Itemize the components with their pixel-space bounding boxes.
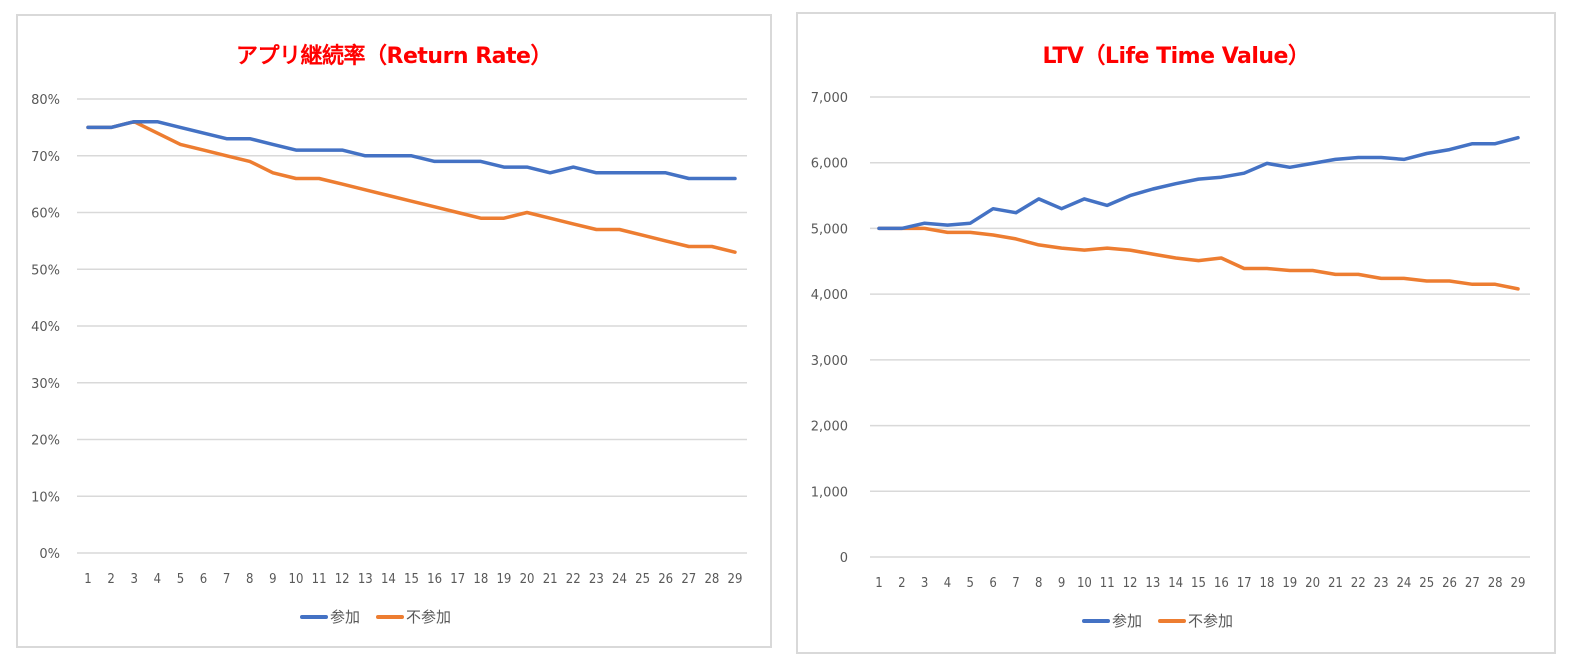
chart-plot-return-rate: 0%10%20%30%40%50%60%70%80%1 2 3 4 5 6 7 8 9 10 11 1…	[31, 93, 747, 587]
x-tick-label: 2	[898, 576, 905, 591]
chart-panel-return-rate: アプリ継続率（Return Rate） 0% 10% 20% 30% 40% 50% 60%…	[16, 14, 772, 648]
y-tick-label: 70%	[31, 150, 60, 165]
x-tick-label: 23	[1374, 576, 1389, 591]
legend-item-nonjoin: 不参加	[1158, 610, 1233, 631]
x-tick-label: 17	[1237, 576, 1252, 591]
legend-label-nonjoin: 不参加	[1188, 612, 1234, 630]
legend-swatch-nonjoin	[1158, 618, 1187, 623]
series-line-nonjoin	[86, 119, 737, 254]
x-tick-label: 1	[84, 572, 91, 587]
legend-item-join: 参加	[300, 606, 360, 627]
y-tick-label: 20%	[31, 434, 60, 449]
x-tick-label: 3	[130, 572, 137, 587]
legend-item-join: 参加	[1082, 610, 1142, 631]
chart-title: アプリ継続率（Return Rate）	[236, 44, 552, 69]
y-tick-label: 3,000	[811, 354, 848, 369]
chart-legend: 参加 不参加	[1082, 610, 1243, 631]
x-tick-label: 22	[1351, 576, 1366, 591]
chart-panel-ltv: LTV（Life Time Value） 0 1,000 2,000 3,000 4,0…	[796, 12, 1556, 654]
x-tick-label: 14	[381, 572, 396, 587]
legend-swatch-join	[1082, 618, 1110, 623]
y-tick-label: 50%	[31, 263, 60, 278]
legend-swatch-nonjoin	[376, 614, 405, 619]
x-tick-label: 18	[1260, 576, 1275, 591]
x-tick-label: 27	[681, 572, 696, 587]
x-tick-label: 9	[1058, 576, 1065, 591]
chart-legend: 参加 不参加	[300, 606, 461, 627]
x-tick-label: 29	[728, 572, 743, 587]
y-tick-label: 1,000	[811, 485, 848, 500]
x-tick-label: 22	[566, 572, 581, 587]
x-tick-label: 11	[312, 572, 327, 587]
x-tick-label: 12	[1123, 576, 1138, 591]
x-tick-label: 11	[1100, 576, 1115, 591]
legend-item-nonjoin: 不参加	[376, 606, 451, 627]
x-tick-label: 8	[1035, 576, 1042, 591]
x-tick-label: 19	[1282, 576, 1297, 591]
x-tick-label: 20	[1305, 576, 1320, 591]
y-tick-label: 10%	[31, 490, 60, 505]
x-tick-label: 26	[658, 572, 673, 587]
x-tick-label: 16	[1214, 576, 1229, 591]
x-tick-label: 4	[944, 576, 951, 591]
x-tick-label: 13	[1145, 576, 1160, 591]
y-tick-label: 40%	[31, 320, 60, 335]
x-tick-label: 25	[635, 572, 650, 587]
series-line-join	[877, 135, 1520, 231]
y-tick-label: 7,000	[811, 91, 848, 106]
y-tick-label: 4,000	[811, 288, 848, 303]
y-tick-label: 2,000	[811, 420, 848, 435]
x-tick-label: 3	[921, 576, 928, 591]
x-tick-label: 24	[612, 572, 627, 587]
x-tick-label: 4	[154, 572, 161, 587]
y-tick-label: 6,000	[811, 157, 848, 172]
x-tick-label: 5	[177, 572, 184, 587]
y-tick-label: 30%	[31, 377, 60, 392]
chart-title: LTV（Life Time Value）	[1042, 44, 1310, 69]
x-tick-label: 27	[1465, 576, 1480, 591]
series-line-nonjoin	[877, 226, 1520, 291]
x-tick-label: 6	[989, 576, 996, 591]
x-tick-label: 17	[450, 572, 465, 587]
x-tick-label: 10	[1077, 576, 1092, 591]
x-tick-label: 7	[223, 572, 230, 587]
x-tick-label: 15	[404, 572, 419, 587]
series-line-join	[86, 119, 737, 181]
x-tick-label: 8	[246, 572, 253, 587]
y-tick-label: 0	[840, 551, 848, 566]
x-tick-label: 23	[589, 572, 604, 587]
y-tick-label: 80%	[31, 93, 60, 108]
x-tick-label: 6	[200, 572, 207, 587]
x-tick-label: 16	[427, 572, 442, 587]
x-tick-label: 21	[1328, 576, 1343, 591]
x-tick-label: 29	[1511, 576, 1526, 591]
y-tick-label: 5,000	[811, 222, 848, 237]
x-tick-label: 20	[520, 572, 535, 587]
x-tick-label: 25	[1419, 576, 1434, 591]
x-tick-label: 13	[358, 572, 373, 587]
y-tick-label: 60%	[31, 207, 60, 222]
x-tick-label: 28	[1488, 576, 1503, 591]
x-tick-label: 10	[289, 572, 304, 587]
legend-label-join: 参加	[330, 608, 361, 626]
y-tick-label: 0%	[39, 547, 60, 562]
x-tick-label: 15	[1191, 576, 1206, 591]
x-tick-label: 5	[967, 576, 974, 591]
legend-swatch-join	[300, 614, 328, 619]
legend-label-join: 参加	[1112, 612, 1143, 630]
x-tick-label: 1	[875, 576, 882, 591]
x-tick-label: 9	[269, 572, 276, 587]
x-tick-label: 7	[1012, 576, 1019, 591]
x-tick-label: 18	[473, 572, 488, 587]
x-tick-label: 12	[335, 572, 350, 587]
legend-label-nonjoin: 不参加	[406, 608, 452, 626]
x-tick-label: 24	[1396, 576, 1411, 591]
x-tick-label: 26	[1442, 576, 1457, 591]
x-tick-label: 14	[1168, 576, 1183, 591]
x-tick-label: 21	[543, 572, 558, 587]
x-tick-label: 28	[704, 572, 719, 587]
x-tick-label: 19	[496, 572, 511, 587]
x-tick-label: 2	[107, 572, 114, 587]
